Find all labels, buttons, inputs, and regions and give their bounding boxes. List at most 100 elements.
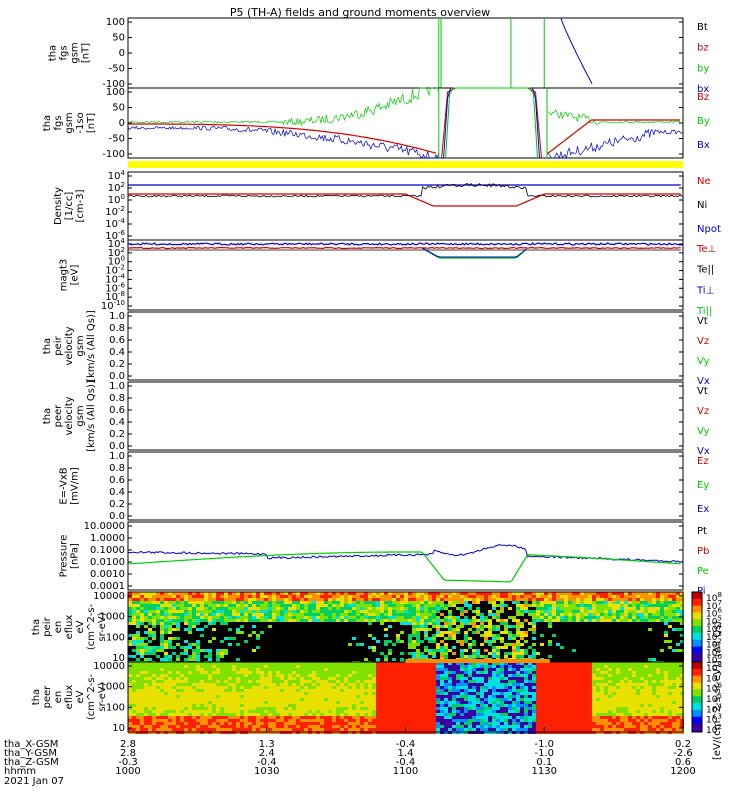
peir-eflux-panel-cbtick-3: 105 [706, 614, 722, 627]
xaxis-2-value-4: 0.6 [675, 757, 691, 768]
temp-panel-legend-3: Ti|| [696, 306, 712, 317]
peir_velocity-panel-legend-1: Vz [697, 336, 709, 347]
date-label: 2021 Jan 07 [4, 776, 64, 787]
peer-eflux-panel-ylabel-2: en [53, 691, 64, 704]
fgs-dc-panel-legend-2: Bx [697, 140, 710, 151]
temp-panel-ytick-5: 10-6 [105, 281, 125, 294]
xaxis-2-value-0: -0.3 [118, 757, 138, 768]
peir-eflux-panel-ylabel-5: (cm^2-s- [86, 603, 97, 650]
xaxis-0-value-0: 2.8 [120, 739, 136, 750]
density-panel-ylabel-0: Density [53, 187, 64, 225]
peir-eflux-panel-ylabel-0: tha [31, 619, 42, 635]
orange-strip [405, 659, 550, 663]
density-panel-ytick-4: 10-4 [105, 217, 125, 230]
efield-panel-ytick-2: 0.6 [109, 475, 125, 486]
fgs-dc-panel-ytick-0: 100 [106, 87, 125, 98]
peer-eflux-panel-ylabel-4: eV [75, 690, 86, 703]
fgs-panel-legend-2: by [697, 63, 709, 74]
xaxis-3-value-2: 1100 [393, 766, 418, 777]
xaxis-0-value-1: 1.3 [259, 739, 275, 750]
colorbar-label: [eV/(cm^2-s-sr-eV)] (All Qs) [712, 621, 723, 760]
pressure-panel-ylabel-0: Pressure [59, 535, 70, 578]
pressure-panel-pi [127, 543, 683, 563]
fgs-dc-panel-ylabel-0: tha [42, 115, 53, 131]
temp-panel-frame [127, 239, 684, 311]
peer-eflux-panel-ylabel-5: (cm^2-s- [86, 673, 97, 720]
fgs-panel-ytick-2: 0 [119, 48, 125, 59]
fgs-panel-ylabel-3: [nT] [81, 43, 92, 63]
fgs-dc-panel-ytick-2: 0 [119, 118, 125, 129]
peir_velocity-panel-ylabel-2: velocity [64, 326, 75, 365]
peir-eflux-panel-ylabel-6: sr-eV) [97, 612, 108, 641]
peir-eflux-panel-ytick-2: 100 [106, 632, 125, 643]
peer_velocity-panel-legend-2: Vy [697, 426, 710, 437]
peer_velocity-panel-ytick-2: 0.6 [109, 405, 125, 416]
fgs-panel-legend-1: bz [697, 43, 709, 54]
pressure-panel-ylabel-1: [nPa] [70, 543, 81, 569]
fgs-panel-ytick-4: -100 [102, 79, 125, 90]
fgs-panel-legend-0: Bt [697, 22, 708, 33]
pressure-panel-ytick-4: 0.0010 [90, 569, 125, 580]
peir-eflux-panel-cbtick-1: 107 [706, 599, 722, 612]
fgs-dc-panel-by-right [548, 109, 684, 126]
peer_velocity-panel-legend-3: Vx [697, 446, 710, 457]
temp-panel-ytick-3: 10-2 [105, 264, 125, 277]
peir_velocity-panel-legend-0: Vt [697, 316, 708, 327]
peir-eflux-panel-ylabel-4: eV [75, 620, 86, 633]
xaxis-1-value-2: 1.4 [398, 748, 414, 759]
temp-panel-ylabel-0: magt3 [59, 259, 70, 292]
peir_velocity-panel-legend-3: Vx [697, 376, 710, 387]
fgs-panel-ylabel-2: gsm [70, 42, 81, 63]
density-panel-ylabel-2: [cm-3] [75, 189, 86, 222]
density-panel-ytick-1: 102 [108, 181, 125, 194]
efield-panel-ytick-4: 0.2 [109, 499, 125, 510]
peir-eflux-panel-cbtick-0: 108 [706, 591, 722, 604]
temp-panel-legend-1: Te|| [696, 265, 714, 276]
fgs-dc-panel-ytick-1: 50 [112, 103, 125, 114]
density-panel-legend-2: Npot [697, 224, 721, 235]
temp-panel-ytick-2: 100 [108, 255, 125, 268]
xaxis-label-1: tha_Y-GSM [4, 748, 57, 759]
temp-panel-ytick-6: 10-8 [105, 290, 125, 303]
peir-eflux-panel-cbtick-6: 102 [706, 638, 722, 651]
efield-panel-legend-0: Ez [697, 456, 709, 467]
fgs-panel-ytick-1: 50 [112, 33, 125, 44]
density-panel-legend-0: Ne [697, 176, 711, 187]
peir_velocity-panel-ytick-1: 0.8 [109, 323, 125, 334]
peer-eflux-panel-ytick-3: 10 [112, 723, 125, 734]
peer_velocity-panel-ytick-0: 1.0 [109, 381, 125, 392]
pressure-panel-legend-2: Pe [697, 566, 709, 577]
peer-eflux-panel-cbtick-5: 103 [706, 713, 722, 726]
fgs-dc-panel-ylabel-2: gsm [64, 112, 75, 133]
peer-eflux-panel-ytick-1: 1000 [100, 682, 125, 693]
peer_velocity-panel-ylabel-1: peer [53, 404, 64, 428]
xaxis-label-3: hhmm [4, 766, 36, 777]
xaxis-1-value-3: -1.0 [534, 748, 554, 759]
peir-eflux-panel-ylabel-2: en [53, 621, 64, 634]
peir-eflux-panel-cells [128, 592, 684, 664]
peer-eflux-panel-ylabel-1: peer [42, 685, 53, 709]
fgs-dc-panel-bx-left [127, 125, 440, 160]
peer-eflux-panel-cbtick-6: 102 [706, 723, 722, 736]
peir_velocity-panel-ylabel-1: peir [53, 335, 64, 355]
fgs-panel-legend-3: bx [697, 84, 709, 95]
fgs-dc-panel-legend-1: By [697, 116, 710, 127]
temp-panel-teperp [127, 246, 681, 250]
peir-eflux-panel-ytick-1: 1000 [100, 612, 125, 623]
pressure-panel-frame [127, 521, 684, 591]
efield-panel-ytick-3: 0.4 [109, 487, 125, 498]
temp-panel-legend-2: Ti⊥ [696, 285, 714, 296]
peir_velocity-panel-ylabel-0: tha [42, 338, 53, 354]
efield-panel-ylabel-0: E=-VxB [59, 467, 70, 504]
fgs-dc-panel-bx-right [548, 128, 684, 160]
temp-panel-ytick-0: 104 [108, 237, 126, 250]
efield-panel-ytick-0: 1.0 [109, 451, 125, 462]
peer_velocity-panel-ylabel-0: tha [42, 408, 53, 424]
fgs-dc-panel-ylabel-1: fgs [53, 115, 64, 130]
xaxis-label-2: tha_Z-GSM [4, 757, 59, 768]
pressure-panel-legend-1: Pb [697, 546, 709, 557]
density-panel-ytick-2: 100 [108, 193, 125, 206]
density-panel-ne [128, 193, 681, 207]
density-panel-legend-1: Ni [697, 200, 707, 211]
